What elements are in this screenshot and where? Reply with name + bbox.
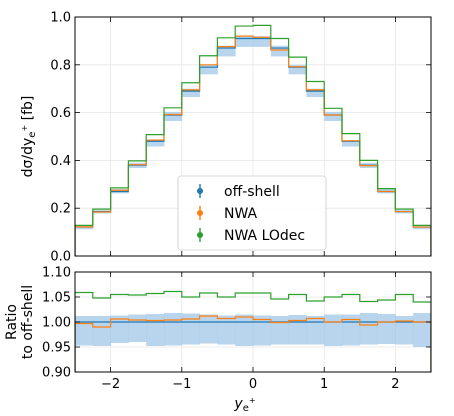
main-band-bin [324, 111, 343, 121]
ratio-band-bin [270, 316, 289, 345]
ratio-series-nwa [75, 315, 431, 372]
main-y-tick-label: 1.0 [50, 11, 71, 26]
main-y-tick-label: 0.8 [50, 58, 71, 73]
ratio-y-tick-label: 0.95 [42, 341, 71, 356]
main-band-bin [235, 36, 254, 47]
main-y-axis-label: dσ/dye+ [fb] [20, 96, 38, 178]
main-band-bin [217, 45, 236, 57]
x-tick-label: 1 [320, 377, 328, 392]
main-panel: 0.0 0.2 0.4 0.6 0.8 1.0 [50, 11, 432, 265]
ratio-y-tick-label: 0.90 [42, 366, 71, 381]
ratio-y-tick-label: 1.10 [42, 266, 71, 281]
ratio-band-bin [235, 314, 254, 346]
main-band-bin [199, 64, 218, 75]
ratio-band-bin [217, 315, 236, 345]
axis-labels: ye+ dσ/dye+ [fb] Ratio to off-shell [4, 96, 256, 414]
ratio-y-axis-label-line: Ratio [4, 304, 20, 340]
ratio-band-bin [395, 316, 414, 345]
main-y-tick-label: 0.4 [50, 154, 71, 169]
main-plot-area [75, 17, 431, 256]
main-y-tick-label: 0.6 [50, 106, 71, 121]
main-band-bin [181, 88, 200, 98]
ratio-band-bin [146, 314, 165, 346]
legend: off-shell NWA NWA LOdec [177, 175, 327, 251]
ratio-band-bin [324, 314, 343, 346]
main-band-bin [288, 64, 307, 75]
ratio-band-bin [359, 313, 378, 345]
ratio-band-bin [413, 313, 431, 347]
ratio-band-bin [199, 314, 218, 344]
main-y-tick-label: 0.0 [50, 250, 71, 265]
legend-marker-off-shell [197, 188, 203, 194]
main-band-bin [342, 140, 361, 147]
ratio-band-bin [128, 314, 147, 342]
ratio-band-bin [253, 315, 272, 346]
ratio-y-tick-label: 1.00 [42, 316, 71, 331]
legend-marker-nwa-lodec [197, 232, 203, 238]
main-band-bin [164, 111, 183, 121]
x-tick-label: 0 [249, 377, 257, 392]
x-tick-label: 2 [391, 377, 399, 392]
legend-box [177, 175, 327, 251]
ratio-band-bin [377, 314, 396, 344]
main-y-tick-label: 0.2 [50, 202, 71, 217]
ratio-panel: 0.90 0.95 1.00 1.05 1.10 −2 −1 0 1 2 [42, 266, 432, 392]
ratio-band-bin [181, 313, 200, 345]
ratio-series-nwa-lodec [75, 290, 431, 372]
ratio-band-bin [92, 316, 111, 346]
main-band-bin [146, 140, 165, 147]
legend-marker-nwa [197, 210, 203, 216]
main-band-bin [306, 88, 325, 98]
ratio-band-bin [110, 315, 129, 343]
x-tick-label: −1 [172, 377, 191, 392]
x-axis-label: ye+ [233, 396, 255, 414]
legend-label-nwa: NWA [224, 206, 258, 222]
x-tick-label: −2 [101, 377, 120, 392]
main-band-bin [270, 45, 289, 57]
main-series-nwa-lodec [75, 24, 431, 256]
ratio-band-bin [288, 315, 307, 345]
ratio-plot-area [75, 272, 431, 372]
legend-label-off-shell: off-shell [224, 184, 280, 200]
ratio-band-bin [164, 313, 183, 346]
ratio-band-bin [75, 316, 94, 346]
ratio-y-axis-label-line: to off-shell [20, 285, 36, 359]
ratio-y-tick-label: 1.05 [42, 291, 71, 306]
ratio-band-bin [306, 316, 325, 345]
main-band-bin [253, 36, 272, 47]
legend-label-nwa-lodec: NWA LOdec [224, 228, 305, 244]
